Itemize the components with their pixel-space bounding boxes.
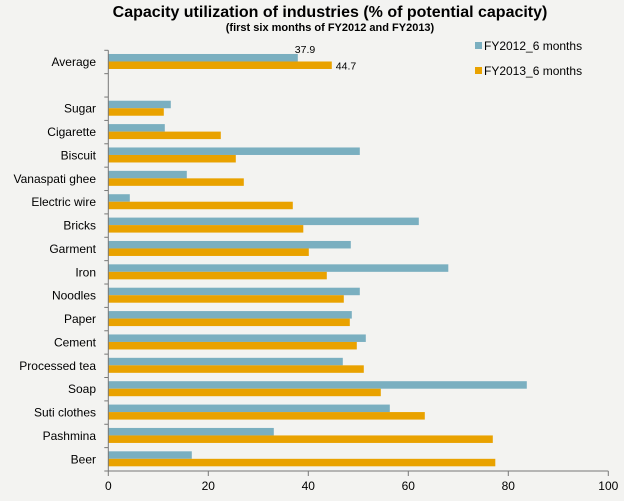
bar-fy2012 — [108, 311, 352, 319]
bar-fy2012 — [108, 147, 360, 155]
category-label: Noodles — [52, 289, 96, 303]
bar-fy2013 — [108, 412, 425, 420]
x-tick-label: 20 — [202, 479, 216, 493]
category-label: Processed tea — [19, 359, 96, 373]
category-label: Sugar — [64, 102, 96, 116]
x-tick-label: 100 — [598, 479, 618, 493]
category-label: Average — [52, 55, 97, 69]
bar-fy2013 — [108, 365, 364, 373]
legend-label: FY2013_6 months — [484, 64, 582, 78]
chart-subtitle: (first six months of FY2012 and FY2013) — [226, 22, 435, 34]
category-label: Beer — [71, 452, 96, 466]
x-tick-label: 80 — [502, 479, 516, 493]
bar-fy2012 — [108, 357, 343, 366]
bar-fy2013 — [108, 225, 304, 233]
bar-fy2013 — [108, 458, 496, 467]
legend-label: FY2012_6 months — [484, 39, 582, 53]
data-label: 37.9 — [295, 44, 316, 56]
category-label: Cement — [54, 335, 97, 349]
category-label: Cigarette — [47, 125, 96, 139]
bar-fy2012 — [108, 334, 366, 342]
bar-fy2012 — [108, 427, 274, 436]
bar-fy2013 — [108, 108, 164, 116]
category-label: Bricks — [63, 219, 96, 233]
x-tick-label: 60 — [402, 479, 416, 493]
category-label: Suti clothes — [34, 406, 96, 420]
bar-fy2013 — [108, 248, 309, 256]
bar-fy2012 — [108, 100, 171, 109]
bar-fy2013 — [108, 61, 332, 69]
bar-fy2012 — [108, 170, 187, 179]
bar-fy2013 — [108, 295, 344, 303]
bar-fy2013 — [108, 271, 327, 280]
bar-fy2012 — [108, 53, 298, 62]
category-label: Garment — [49, 242, 96, 256]
bar-fy2013 — [108, 341, 357, 350]
bar-fy2012 — [108, 404, 390, 413]
bar-fy2013 — [108, 388, 381, 397]
bar-fy2013 — [108, 435, 493, 443]
category-label: Electric wire — [31, 195, 96, 209]
category-label: Vanaspati ghee — [13, 172, 96, 186]
bar-fy2012 — [108, 287, 360, 296]
bar-fy2013 — [108, 131, 221, 140]
bar-fy2012 — [108, 264, 449, 272]
bar-fy2013 — [108, 318, 350, 327]
bar-fy2013 — [108, 154, 236, 163]
category-label: Pashmina — [43, 429, 97, 443]
category-label: Iron — [75, 265, 96, 279]
bar-fy2012 — [108, 217, 419, 226]
legend-swatch — [475, 67, 482, 74]
bar-fy2012 — [108, 381, 527, 389]
bar-fy2013 — [108, 178, 244, 186]
bar-fy2012 — [108, 240, 351, 249]
category-label: Soap — [68, 382, 96, 396]
chart-title: Capacity utilization of industries (% of… — [113, 4, 548, 21]
category-label: Paper — [64, 312, 96, 326]
legend: FY2012_6 months FY2013_6 months — [475, 39, 582, 78]
bar-fy2012 — [108, 124, 165, 132]
x-tick-label: 40 — [302, 479, 316, 493]
data-label: 44.7 — [336, 60, 357, 72]
category-label: Biscuit — [61, 148, 97, 162]
bar-fy2013 — [108, 201, 293, 210]
bar-fy2012 — [108, 451, 192, 459]
bar-fy2012 — [108, 194, 130, 202]
x-tick-label: 0 — [105, 479, 112, 493]
legend-swatch — [475, 42, 482, 49]
